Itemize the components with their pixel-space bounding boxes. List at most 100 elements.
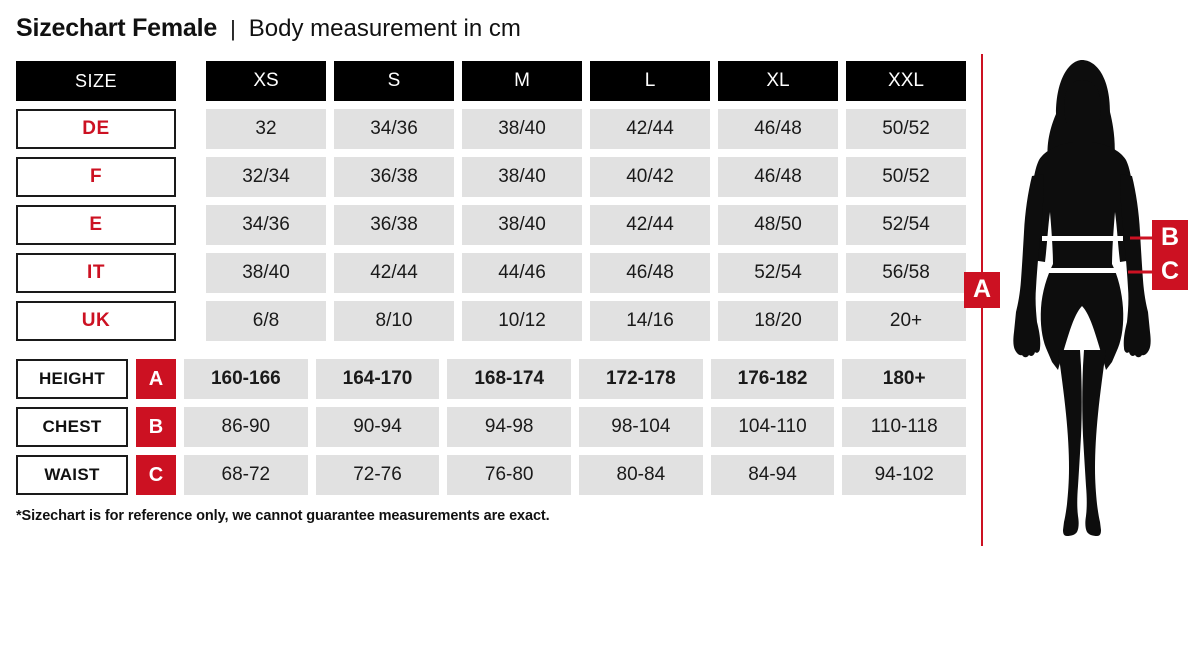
- column-header-xs: XS: [206, 61, 326, 101]
- badge-spacer: [176, 301, 198, 341]
- cell-e-xs: 34/36: [206, 205, 326, 245]
- marker-a-callout: A: [964, 272, 1000, 308]
- cell-uk-xl: 18/20: [718, 301, 838, 341]
- title-separator: |: [230, 16, 236, 41]
- chest-measure-band: [1042, 236, 1123, 241]
- footnote-disclaimer: *Sizechart is for reference only, we can…: [16, 508, 550, 524]
- cell-it-s: 42/44: [334, 253, 454, 293]
- row-label-de: DE: [16, 109, 176, 149]
- page-title: Sizechart Female | Body measurement in c…: [16, 14, 521, 43]
- row-cells-chest: 86-90 90-94 94-98 98-104 104-110 110-118: [176, 407, 967, 447]
- table-row: F 32/34 36/38 38/40 40/42 46/48 50/52: [16, 157, 966, 197]
- cell-waist-l: 80-84: [579, 455, 703, 495]
- row-label-uk: UK: [16, 301, 176, 341]
- table-row: CHEST B 86-90 90-94 94-98 98-104 104-110…: [16, 407, 967, 447]
- cell-uk-l: 14/16: [590, 301, 710, 341]
- cell-e-m: 38/40: [462, 205, 582, 245]
- column-header-xxl: XXL: [846, 61, 966, 101]
- cell-f-xl: 46/48: [718, 157, 838, 197]
- cell-e-s: 36/38: [334, 205, 454, 245]
- column-header-size: SIZE: [16, 61, 176, 101]
- cell-height-l: 172-178: [579, 359, 703, 399]
- cell-it-xxl: 56/58: [846, 253, 966, 293]
- cell-height-xxl: 180+: [842, 359, 967, 399]
- column-header-l: L: [590, 61, 710, 101]
- row-cells-de: 32 34/36 38/40 42/44 46/48 50/52: [198, 109, 966, 149]
- row-cells-height: 160-166 164-170 168-174 172-178 176-182 …: [176, 359, 967, 399]
- cell-f-l: 40/42: [590, 157, 710, 197]
- svg-text:B: B: [1161, 223, 1179, 251]
- marker-c-callout: C: [1128, 254, 1188, 290]
- cell-uk-m: 10/12: [462, 301, 582, 341]
- cell-waist-xs: 68-72: [184, 455, 308, 495]
- cell-waist-s: 72-76: [315, 455, 440, 495]
- cell-waist-m: 76-80: [447, 455, 572, 495]
- table-row: IT 38/40 42/44 44/46 46/48 52/54 56/58: [16, 253, 966, 293]
- cell-chest-m: 94-98: [447, 407, 572, 447]
- cell-chest-xs: 86-90: [184, 407, 308, 447]
- cell-f-xs: 32/34: [206, 157, 326, 197]
- header-cells: XS S M L XL XXL: [198, 61, 966, 101]
- column-header-m: M: [462, 61, 582, 101]
- cell-waist-xxl: 94-102: [842, 455, 967, 495]
- svg-text:A: A: [973, 275, 991, 303]
- badge-spacer: [176, 253, 198, 293]
- row-cells-uk: 6/8 8/10 10/12 14/16 18/20 20+: [198, 301, 966, 341]
- table-row: E 34/36 36/38 38/40 42/44 48/50 52/54: [16, 205, 966, 245]
- cell-height-s: 164-170: [315, 359, 440, 399]
- cell-de-xs: 32: [206, 109, 326, 149]
- cell-e-xl: 48/50: [718, 205, 838, 245]
- sizechart-table: SIZE XS S M L XL XXL DE 32 34/36 38/40 4…: [16, 61, 967, 503]
- row-cells-e: 34/36 36/38 38/40 42/44 48/50 52/54: [198, 205, 966, 245]
- cell-chest-xl: 104-110: [710, 407, 835, 447]
- row-cells-f: 32/34 36/38 38/40 40/42 46/48 50/52: [198, 157, 966, 197]
- title-subtitle: Body measurement in cm: [248, 15, 521, 42]
- cell-f-s: 36/38: [334, 157, 454, 197]
- cell-de-xl: 46/48: [718, 109, 838, 149]
- cell-uk-s: 8/10: [334, 301, 454, 341]
- table-row: WAIST C 68-72 72-76 76-80 80-84 84-94 94…: [16, 455, 967, 495]
- table-row: UK 6/8 8/10 10/12 14/16 18/20 20+: [16, 301, 966, 341]
- cell-it-m: 44/46: [462, 253, 582, 293]
- cell-uk-xs: 6/8: [206, 301, 326, 341]
- cell-it-xs: 38/40: [206, 253, 326, 293]
- badge-spacer: [176, 109, 198, 149]
- row-label-chest: CHEST: [16, 407, 128, 447]
- cell-height-xl: 176-182: [710, 359, 835, 399]
- row-cells-waist: 68-72 72-76 76-80 80-84 84-94 94-102: [176, 455, 967, 495]
- row-label-e: E: [16, 205, 176, 245]
- female-body-figure: B C A: [960, 50, 1200, 550]
- table-row: DE 32 34/36 38/40 42/44 46/48 50/52: [16, 109, 966, 149]
- cell-height-m: 168-174: [447, 359, 572, 399]
- row-label-f: F: [16, 157, 176, 197]
- svg-text:C: C: [1161, 257, 1179, 285]
- cell-chest-s: 90-94: [315, 407, 440, 447]
- table-row: HEIGHT A 160-166 164-170 168-174 172-178…: [16, 359, 967, 399]
- cell-waist-xl: 84-94: [710, 455, 835, 495]
- column-header-xl: XL: [718, 61, 838, 101]
- table-header-row: SIZE XS S M L XL XXL: [16, 61, 966, 101]
- cell-it-xl: 52/54: [718, 253, 838, 293]
- row-label-waist: WAIST: [16, 455, 128, 495]
- cell-de-xxl: 50/52: [846, 109, 966, 149]
- cell-chest-l: 98-104: [579, 407, 703, 447]
- cell-f-m: 38/40: [462, 157, 582, 197]
- marker-b-callout: B: [1130, 220, 1188, 256]
- waist-measure-band: [1048, 268, 1118, 273]
- marker-badge-b: B: [136, 407, 176, 447]
- cell-de-m: 38/40: [462, 109, 582, 149]
- badge-spacer: [176, 157, 198, 197]
- badge-spacer: [176, 205, 198, 245]
- marker-badge-c: C: [136, 455, 176, 495]
- row-label-height: HEIGHT: [16, 359, 128, 399]
- cell-uk-xxl: 20+: [846, 301, 966, 341]
- cell-f-xxl: 50/52: [846, 157, 966, 197]
- row-label-it: IT: [16, 253, 176, 293]
- cell-de-s: 34/36: [334, 109, 454, 149]
- row-cells-it: 38/40 42/44 44/46 46/48 52/54 56/58: [198, 253, 966, 293]
- body-silhouette: [1013, 60, 1151, 536]
- marker-badge-a: A: [136, 359, 176, 399]
- column-header-s: S: [334, 61, 454, 101]
- cell-de-l: 42/44: [590, 109, 710, 149]
